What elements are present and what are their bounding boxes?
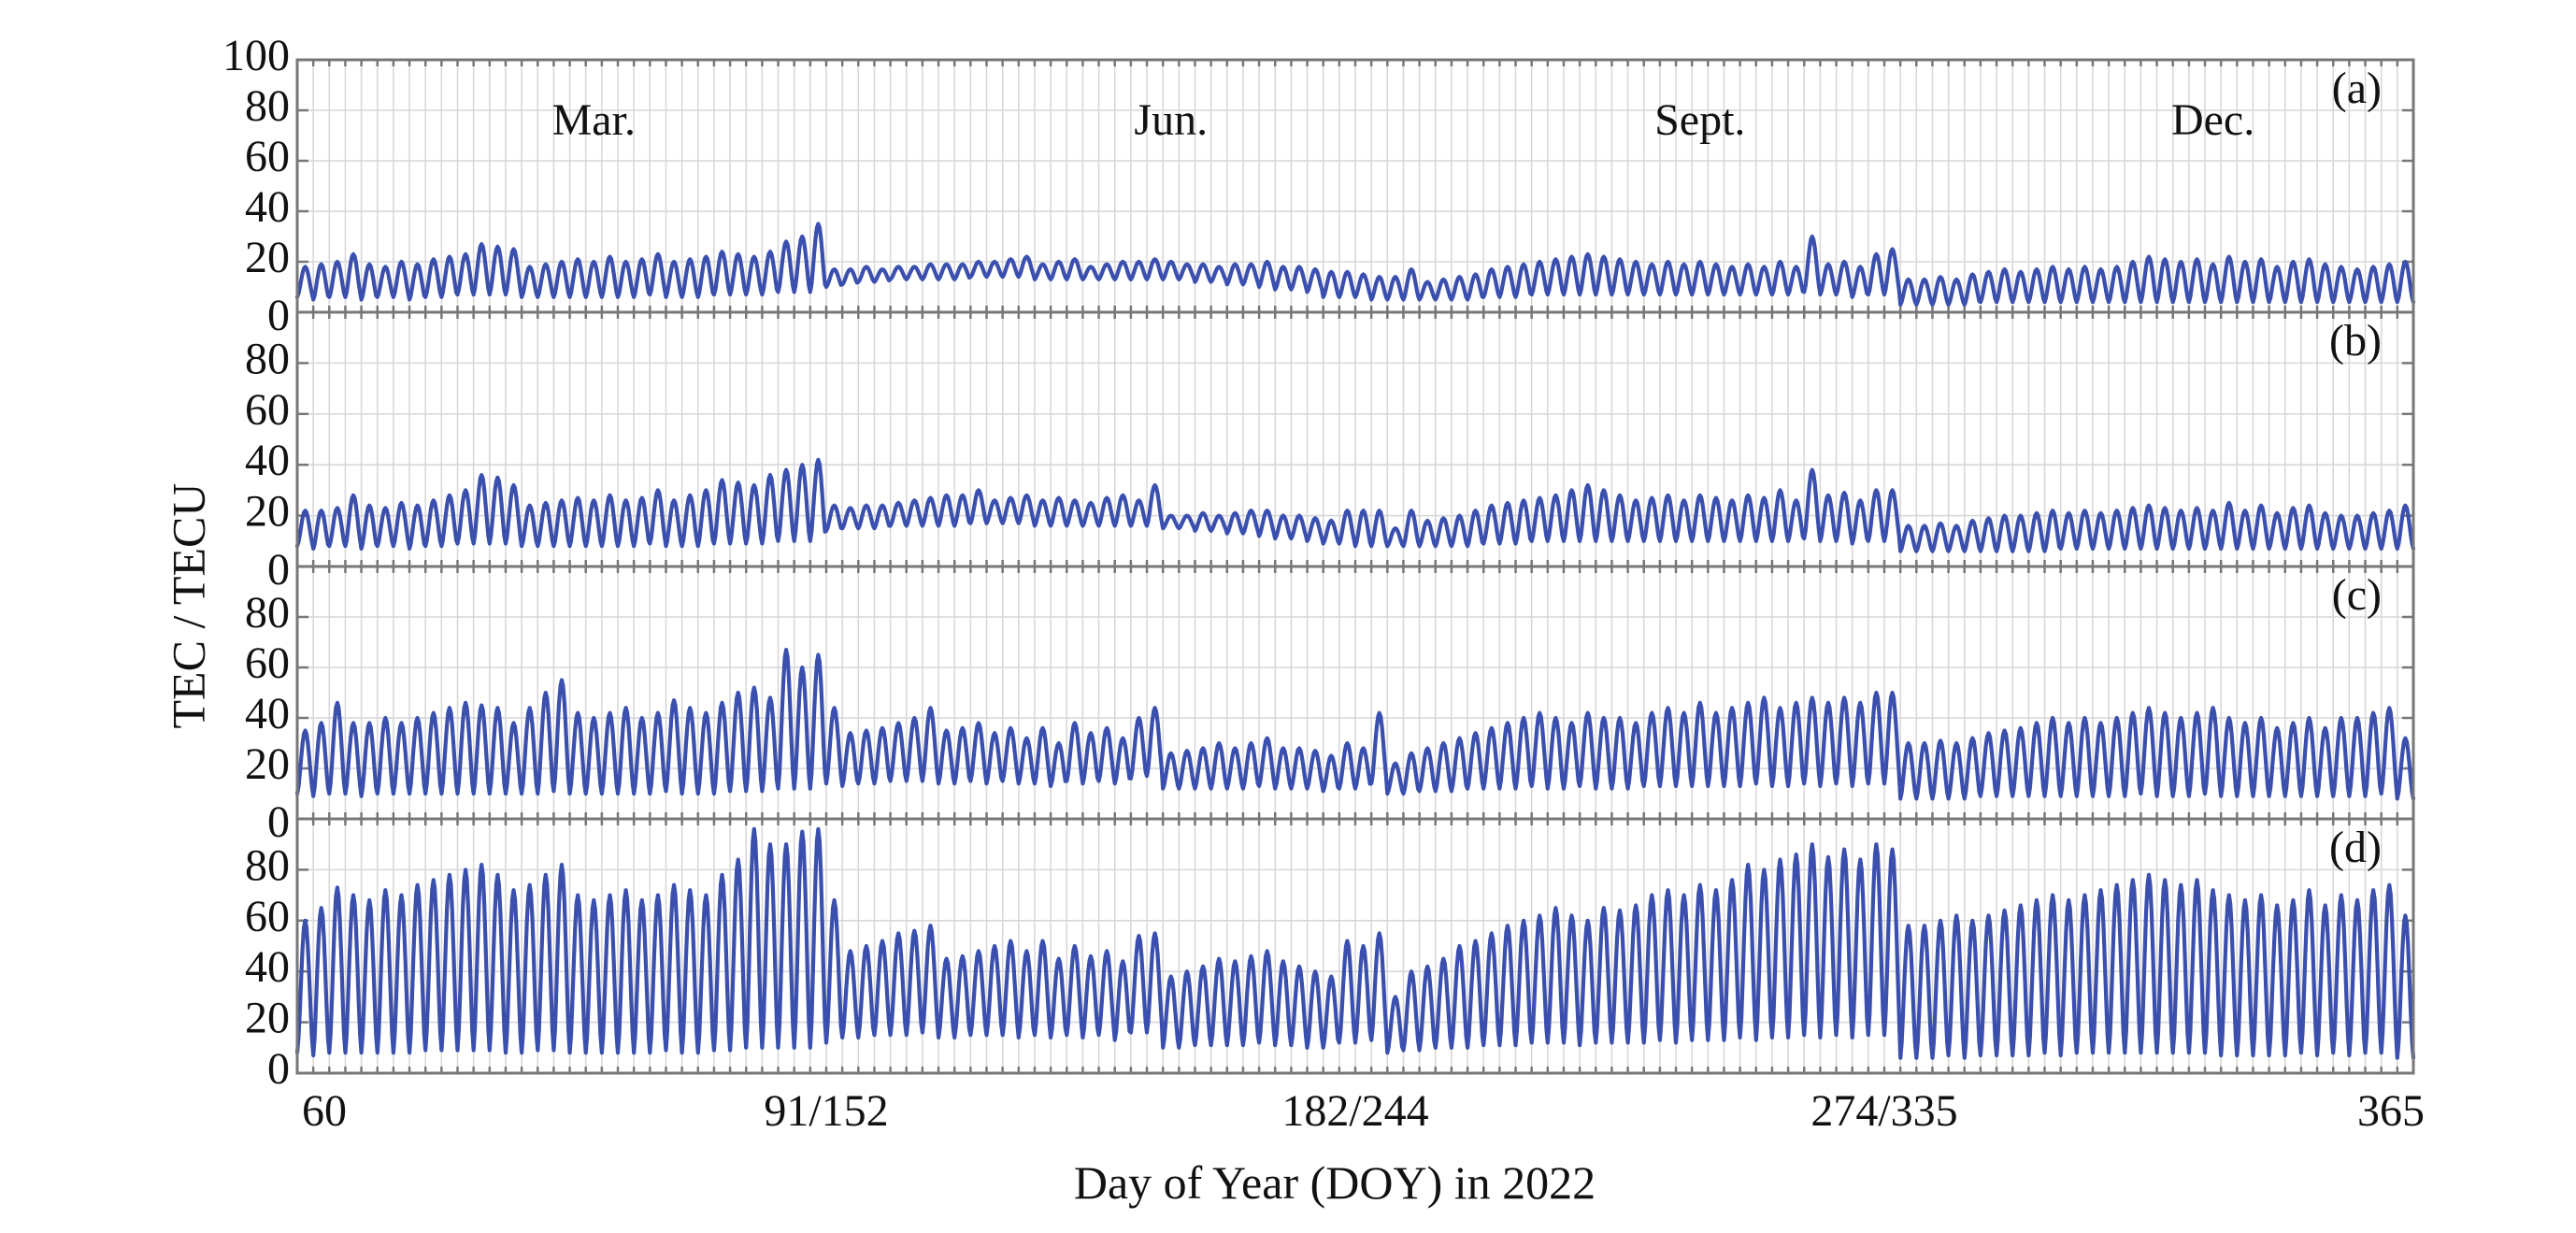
y-tick-label: 0 <box>267 1044 290 1094</box>
panel-label: (b) <box>2329 316 2382 366</box>
y-tick-label: 20 <box>245 739 290 789</box>
x-tick-label: 91/152 <box>764 1086 888 1136</box>
tec-series-line <box>294 222 2416 307</box>
y-tick-label: 20 <box>245 994 290 1043</box>
y-axis-title: TEC / TECU <box>162 483 214 729</box>
panel-label: (a) <box>2332 64 2382 113</box>
panel-label: (c) <box>2332 570 2382 620</box>
y-tick-label: 20 <box>245 487 290 537</box>
month-label: Dec. <box>2171 95 2254 145</box>
y-tick-label: 60 <box>245 385 290 435</box>
panel-label: (d) <box>2329 823 2382 872</box>
y-tick-label: 40 <box>245 182 290 232</box>
month-labels: Mar. Jun. Sept. Dec. <box>552 95 2255 145</box>
y-tick-label: 80 <box>245 840 290 890</box>
month-label: Mar. <box>552 95 636 145</box>
y-tick-label: 0 <box>267 545 290 595</box>
x-tick-label: 274/335 <box>1810 1086 1957 1136</box>
month-label: Sept. <box>1654 95 1745 145</box>
month-label: Jun. <box>1134 95 1208 145</box>
y-tick-label: 60 <box>245 638 290 688</box>
y-tick-label: 60 <box>245 132 290 181</box>
y-tick-label: 80 <box>245 81 290 131</box>
x-axis: 60 91/152 182/244 274/335 365 <box>302 1086 2425 1136</box>
x-axis-title: Day of Year (DOY) in 2022 <box>1074 1156 1596 1209</box>
y-tick-label: 100 <box>222 31 290 80</box>
y-tick-label: 80 <box>245 588 290 638</box>
x-tick-label: 365 <box>2357 1086 2425 1136</box>
tec-series-line <box>294 647 2416 801</box>
y-tick-label: 0 <box>267 291 290 340</box>
y-tick-label: 40 <box>245 942 290 992</box>
y-tick-label: 40 <box>245 689 290 738</box>
x-tick-label: 182/244 <box>1281 1086 1428 1136</box>
y-tick-label: 40 <box>245 436 290 485</box>
x-tick-label: 60 <box>302 1086 347 1136</box>
tec-series-line <box>294 826 2416 1060</box>
panel-frame <box>295 817 2415 1075</box>
tec-series-line <box>294 457 2416 553</box>
y-tick-label: 60 <box>245 892 290 941</box>
y-tick-label: 0 <box>267 797 290 847</box>
y-tick-label: 20 <box>245 233 290 282</box>
y-tick-label: 80 <box>245 334 290 383</box>
